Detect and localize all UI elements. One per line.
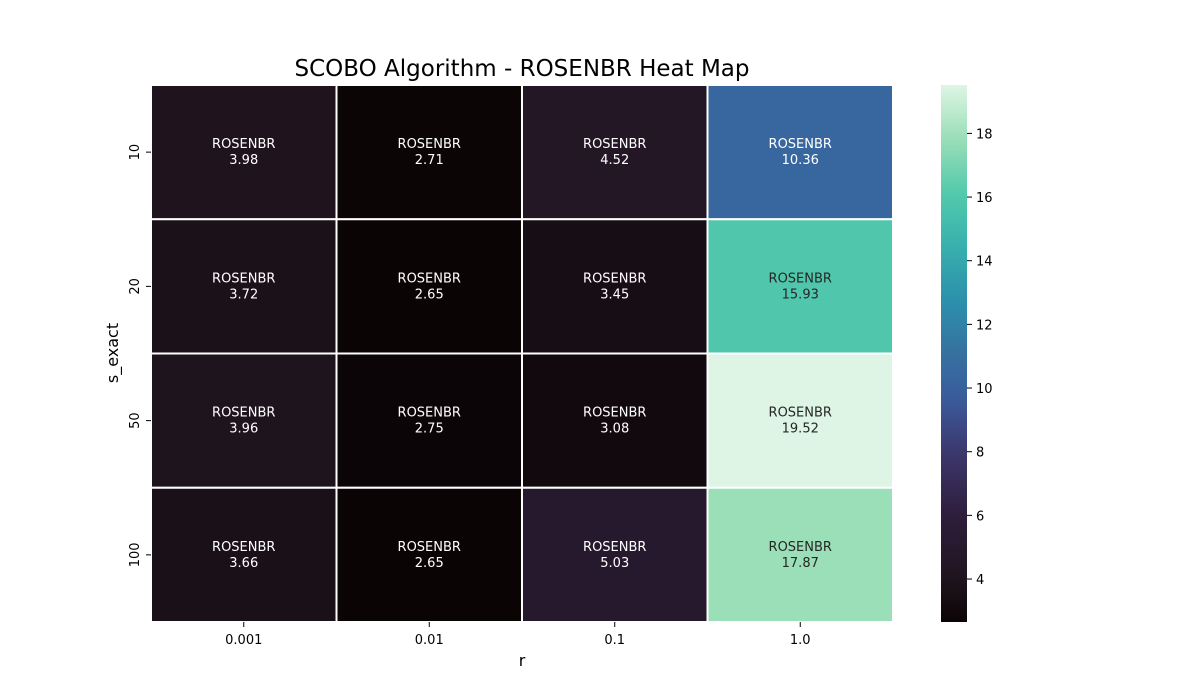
y-tick-label: 10 [128,144,143,161]
heatmap-cell [706,486,894,623]
cell-label: ROSENBR [398,271,461,286]
cell-label: ROSENBR [212,271,275,286]
heatmap-cell [335,352,523,489]
cell-label: ROSENBR [583,540,646,555]
x-tick-label: 0.01 [415,633,444,648]
colorbar-tick-label: 14 [976,255,993,270]
cell-value: 2.71 [415,153,444,168]
cell-value: 10.36 [782,153,819,168]
cell-value: 3.96 [229,422,258,437]
cell-label: ROSENBR [398,540,461,555]
x-tick-label: 1.0 [790,633,811,648]
y-axis-label: s_exact [103,323,123,383]
cell-value: 2.65 [415,556,444,571]
x-tick-label: 0.1 [604,633,625,648]
x-axis-label: r [519,651,526,670]
cell-value: 3.08 [600,422,629,437]
cell-value: 17.87 [782,556,819,571]
x-tick-label: 0.001 [225,633,262,648]
heatmap-cell [706,84,894,221]
heatmap-cell [150,486,338,623]
heatmap-cell [706,218,894,355]
heatmap-cell [150,352,338,489]
cell-label: ROSENBR [769,137,832,152]
heatmap-cell [335,486,523,623]
colorbar-tick-label: 10 [976,382,993,397]
cell-label: ROSENBR [398,406,461,421]
y-tick-label: 20 [128,278,143,295]
cell-value: 5.03 [600,556,629,571]
cell-value: 2.75 [415,422,444,437]
heatmap-cell [150,218,338,355]
colorbar-tick-label: 8 [976,446,984,461]
cell-label: ROSENBR [769,540,832,555]
heatmap-cell [521,84,709,221]
cell-label: ROSENBR [583,137,646,152]
colorbar-tick-label: 16 [976,191,993,206]
colorbar-tick-label: 12 [976,318,993,333]
colorbar-ticks: 4 6 8 10 12 14 16 18 [967,127,993,588]
heatmap-cell [521,486,709,623]
chart-title: SCOBO Algorithm - ROSENBR Heat Map [294,56,749,82]
colorbar-tick-label: 4 [976,573,984,588]
x-axis-ticks: 0.001 0.01 0.1 1.0 [225,622,811,648]
heatmap-cell [706,352,894,489]
cell-label: ROSENBR [769,406,832,421]
heatmap-cell [335,84,523,221]
y-axis-ticks: 10 20 50 100 [128,144,151,567]
cell-label: ROSENBR [583,406,646,421]
cell-label: ROSENBR [583,271,646,286]
cell-label: ROSENBR [212,406,275,421]
cell-value: 3.98 [229,153,258,168]
heatmap-cell [150,84,338,221]
heatmap-cell [521,218,709,355]
heatmap-cell [335,218,523,355]
cell-value: 19.52 [782,422,819,437]
cell-value: 4.52 [600,153,629,168]
colorbar-tick-label: 18 [976,127,993,142]
colorbar [941,85,967,622]
cell-label: ROSENBR [769,271,832,286]
y-tick-label: 50 [128,412,143,429]
heatmap-cells: ROSENBR3.98ROSENBR2.71ROSENBR4.52ROSENBR… [150,84,894,623]
y-tick-label: 100 [128,542,143,567]
cell-label: ROSENBR [398,137,461,152]
colorbar-tick-label: 6 [976,509,984,524]
cell-value: 3.72 [229,287,258,302]
cell-label: ROSENBR [212,540,275,555]
heatmap-cell [521,352,709,489]
cell-label: ROSENBR [212,137,275,152]
cell-value: 3.45 [600,287,629,302]
cell-value: 2.65 [415,287,444,302]
cell-value: 15.93 [782,287,819,302]
cell-value: 3.66 [229,556,258,571]
